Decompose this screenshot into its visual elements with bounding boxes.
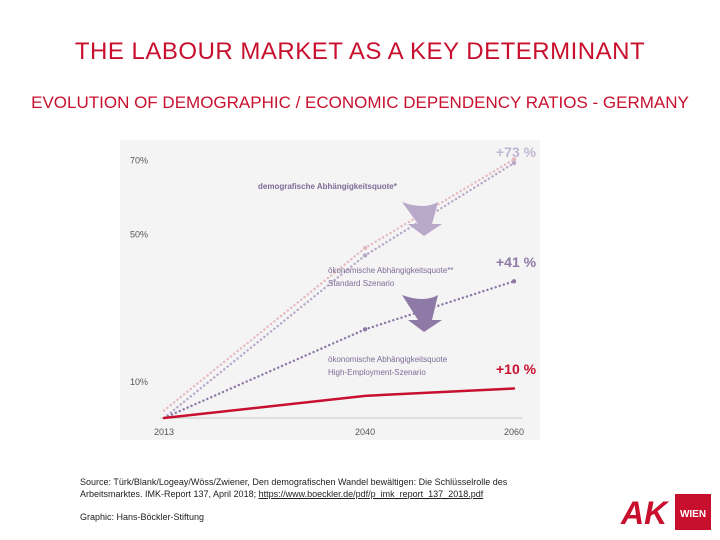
x-tick-label: 2013: [154, 427, 174, 437]
arrow-standard-to-high-employment: [402, 295, 442, 332]
series-label-standard-line2: Standard Szenario: [328, 279, 395, 288]
y-tick-label: 70%: [130, 155, 148, 165]
x-tick-label: 2040: [355, 427, 375, 437]
series-label-standard-line1: ökonomische Abhängigkeitsquote**: [328, 266, 453, 275]
dependency-ratio-chart: 10% 50% 70% 2013 2040 2060 demografische Abhän…: [120, 140, 540, 440]
series-line: [162, 387, 516, 420]
arrow-demographic-to-economic: [402, 202, 442, 236]
source-citation: Source: Türk/Blank/Logeay/Wöss/Zwiener, …: [80, 476, 560, 500]
logo-mark: AK: [620, 495, 670, 531]
series-label-high-line2: High-Employment-Szenario: [328, 368, 426, 377]
data-point: [511, 157, 517, 162]
ak-wien-logo: AK WIEN: [617, 488, 715, 536]
series-label-high-line1: ökonomische Abhängigkeitsquote: [328, 355, 448, 364]
change-label-demographic: +73 %: [496, 144, 537, 160]
data-point: [511, 160, 517, 166]
series-label-demographic: demografische Abhängigkeitsquote*: [258, 182, 398, 191]
data-point: [362, 253, 368, 258]
slide-subtitle: EVOLUTION OF DEMOGRAPHIC / ECONOMIC DEPE…: [31, 93, 689, 112]
slide-title: THE LABOUR MARKET AS A KEY DETERMINANT: [74, 38, 646, 65]
data-point: [511, 279, 517, 284]
change-label-high-employment: +10 %: [496, 361, 537, 377]
y-tick-label: 50%: [130, 229, 148, 239]
y-tick-label: 10%: [130, 377, 148, 387]
data-point: [362, 245, 368, 251]
change-label-standard: +41 %: [496, 254, 537, 270]
logo-text: WIEN: [680, 509, 706, 520]
graphic-credit: Graphic: Hans-Böckler-Stiftung: [80, 512, 205, 522]
data-point: [362, 327, 368, 332]
x-tick-label: 2060: [504, 427, 524, 437]
source-text: Source: Türk/Blank/Logeay/Wöss/Zwiener, …: [80, 477, 508, 499]
source-link[interactable]: https://www.boeckler.de/pdf/p_imk_report…: [258, 489, 484, 499]
